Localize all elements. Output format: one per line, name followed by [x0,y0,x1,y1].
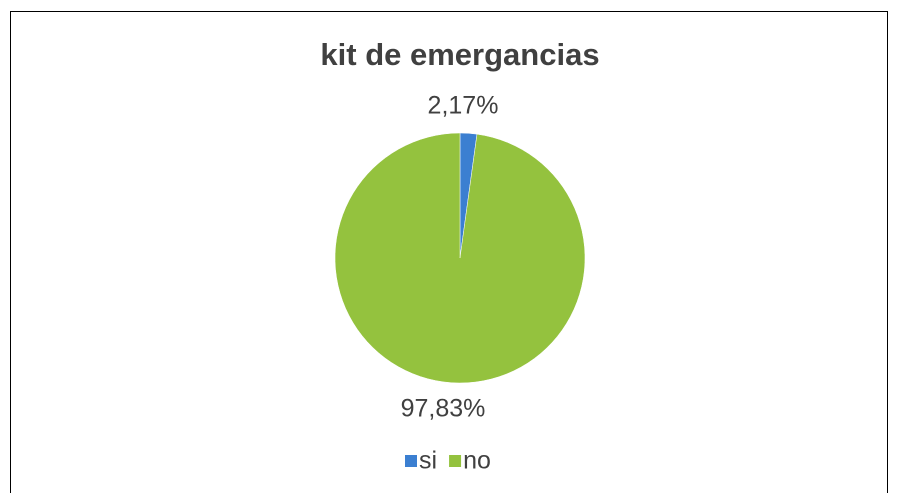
data-label: 97,83% [401,395,486,423]
pie-slice [334,132,586,384]
legend-swatch [405,455,417,467]
legend-swatch [449,455,462,467]
legend-label: no [463,447,491,475]
data-label: 2,17% [428,92,499,120]
legend-label: si [419,447,437,475]
chart-title: kit de emergancias [320,37,599,72]
